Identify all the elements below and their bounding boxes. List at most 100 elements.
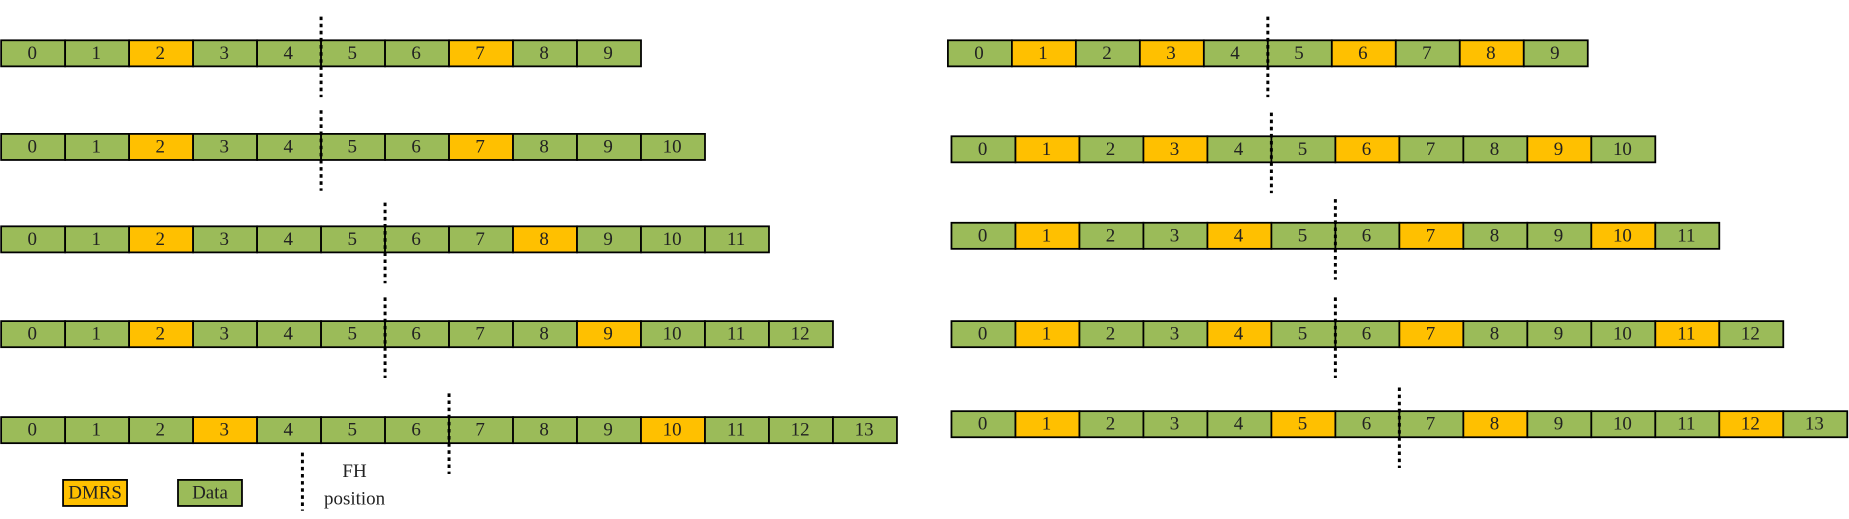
symbol-cell	[320, 133, 386, 161]
symbol-cell	[832, 416, 898, 445]
symbol-label: 6	[411, 136, 420, 157]
symbol-cell	[0, 133, 67, 161]
symbol-label: 13	[1805, 414, 1824, 435]
symbol-label: 11	[727, 420, 745, 441]
symbol-cell	[1142, 320, 1209, 349]
symbol-label: 8	[539, 420, 548, 441]
symbol-cell	[1330, 39, 1397, 68]
symbol-cell	[704, 225, 770, 254]
symbol-cell	[1334, 410, 1401, 439]
symbol-label: 0	[28, 43, 37, 64]
symbol-label: 11	[1677, 414, 1695, 435]
symbol-label: 2	[155, 136, 164, 157]
symbol-cell	[1718, 410, 1785, 439]
symbol-cell	[1206, 221, 1273, 250]
symbol-cell	[1270, 135, 1337, 164]
symbol-cell	[576, 225, 642, 254]
symbol-label: 1	[1042, 225, 1051, 246]
symbol-label: 7	[1426, 414, 1435, 435]
symbol-cell	[1462, 221, 1529, 250]
symbol-cell	[950, 135, 1017, 164]
symbol-cell	[320, 320, 386, 349]
symbol-label: 2	[155, 324, 164, 345]
symbol-cell	[576, 133, 642, 161]
symbol-cell	[1206, 135, 1273, 164]
symbol-cell	[384, 133, 450, 161]
symbol-label: 12	[791, 324, 810, 345]
symbol-label: 3	[219, 229, 228, 250]
symbol-label: 0	[978, 139, 987, 160]
legend-swatch	[177, 479, 243, 507]
symbol-cell	[1462, 410, 1529, 439]
symbol-label: 1	[1038, 43, 1047, 64]
symbol-label: 9	[603, 43, 612, 64]
symbol-cell	[512, 225, 578, 254]
symbol-label: 6	[411, 229, 420, 250]
symbol-cell	[1462, 135, 1529, 164]
symbol-label: 8	[539, 136, 548, 157]
symbol-label: 4	[283, 136, 293, 157]
symbol-label: 6	[1358, 43, 1367, 64]
symbol-cell	[448, 39, 514, 68]
symbol-cell	[704, 416, 770, 445]
symbol-label: 5	[347, 420, 356, 441]
symbol-label: 6	[1362, 139, 1371, 160]
symbol-label: 5	[347, 324, 356, 345]
symbol-label: 12	[1741, 414, 1760, 435]
symbol-label: 6	[411, 43, 420, 64]
symbol-cell	[1654, 221, 1721, 250]
symbol-label: 9	[603, 136, 612, 157]
legend-label: DMRS	[68, 482, 122, 503]
symbol-cell	[1458, 39, 1525, 68]
symbol-label: 8	[1490, 324, 1499, 345]
symbol-label: 7	[475, 420, 484, 441]
symbol-cell	[1074, 39, 1141, 68]
symbol-label: 10	[663, 136, 682, 157]
symbol-label: 0	[978, 324, 987, 345]
symbol-label: 0	[974, 43, 983, 64]
symbol-cell	[512, 320, 578, 349]
symbol-cell	[192, 320, 258, 349]
symbol-cell	[768, 416, 834, 445]
symbol-cell	[1526, 320, 1593, 349]
symbol-label: 3	[219, 136, 228, 157]
symbol-label: 5	[1298, 139, 1307, 160]
symbol-label: 6	[1362, 414, 1371, 435]
symbol-label: 9	[603, 229, 612, 250]
fh-legend-label: FH	[342, 461, 367, 482]
symbol-cell	[512, 416, 578, 445]
symbol-label: 9	[1554, 414, 1563, 435]
symbol-label: 1	[91, 136, 100, 157]
symbol-label: 1	[91, 229, 100, 250]
symbol-cell	[448, 133, 514, 161]
symbol-label: 11	[727, 324, 745, 345]
symbol-cell	[950, 320, 1017, 349]
symbol-cell	[768, 320, 834, 349]
symbol-label: 4	[283, 420, 293, 441]
symbol-cell	[1078, 410, 1145, 439]
symbol-cell	[384, 416, 450, 445]
symbol-cell	[256, 133, 322, 161]
symbol-cell	[1590, 410, 1657, 439]
symbol-label: 2	[1106, 324, 1115, 345]
symbol-label: 9	[603, 420, 612, 441]
symbol-cell	[1462, 320, 1529, 349]
symbol-label: 6	[411, 324, 420, 345]
symbol-cell	[192, 133, 258, 161]
symbol-cell	[64, 416, 131, 445]
symbol-label: 3	[219, 420, 228, 441]
symbol-cell	[1398, 135, 1465, 164]
symbol-cell	[1654, 410, 1721, 439]
symbol-label: 8	[1490, 414, 1499, 435]
symbol-label: 10	[663, 420, 682, 441]
symbol-cell	[1142, 221, 1209, 250]
symbol-label: 4	[1230, 43, 1240, 64]
symbol-label: 5	[1298, 414, 1307, 435]
symbol-label: 7	[475, 136, 484, 157]
symbol-label: 5	[1294, 43, 1303, 64]
symbol-label: 4	[283, 229, 293, 250]
symbol-label: 13	[855, 420, 874, 441]
symbol-label: 11	[1677, 225, 1695, 246]
symbol-cell	[256, 225, 322, 254]
